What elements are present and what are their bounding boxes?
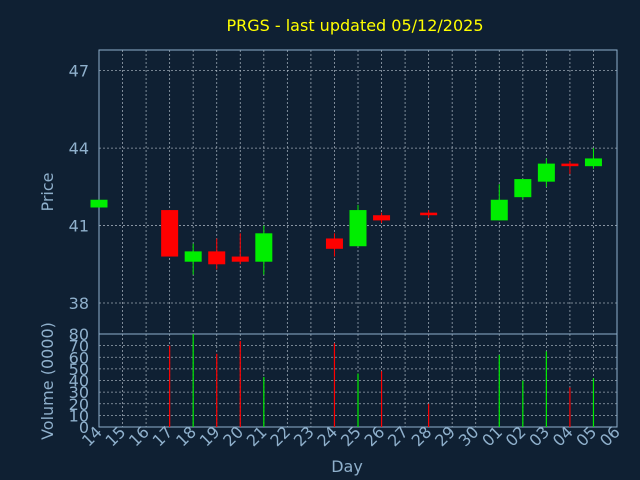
volume-tick-label: 80 xyxy=(69,325,89,344)
volume-tick-label: 40 xyxy=(69,372,89,391)
candle-body xyxy=(90,199,108,208)
x-axis: 1415161718192021222324252627282930010203… xyxy=(78,422,624,450)
candle-body xyxy=(231,256,249,262)
price-tick-label: 41 xyxy=(69,217,89,236)
price-panel: 38 41 44 47 xyxy=(69,49,618,335)
volume-tick-label: 20 xyxy=(69,395,89,414)
chart-title: PRGS - last updated 05/12/2025 xyxy=(226,16,483,35)
candle-body xyxy=(490,199,508,221)
candle-body xyxy=(420,212,438,216)
candle-body xyxy=(349,210,367,247)
price-tick-label: 44 xyxy=(69,139,89,158)
candle-body xyxy=(514,179,532,198)
volume-tick-label: 0 xyxy=(79,418,89,437)
price-tick-label: 38 xyxy=(69,294,89,313)
candle-body xyxy=(584,158,602,167)
candle-body xyxy=(561,163,579,167)
candle-body xyxy=(255,233,273,262)
volume-axis-label: Volume (0000) xyxy=(38,322,57,440)
candle-body xyxy=(184,251,202,262)
candle-body xyxy=(537,163,555,182)
volume-tick-label: 60 xyxy=(69,348,89,367)
candle-body xyxy=(325,238,343,249)
candle-body xyxy=(161,210,179,257)
candle-body xyxy=(373,215,391,221)
candle-body xyxy=(208,251,226,265)
price-axis-label: Price xyxy=(38,172,57,211)
x-axis-label: Day xyxy=(331,457,363,476)
volume-tick-label: 10 xyxy=(69,406,89,425)
price-tick-label: 47 xyxy=(69,62,89,81)
volume-tick-label: 70 xyxy=(69,337,89,356)
volume-tick-label: 30 xyxy=(69,383,89,402)
volume-tick-label: 50 xyxy=(69,360,89,379)
